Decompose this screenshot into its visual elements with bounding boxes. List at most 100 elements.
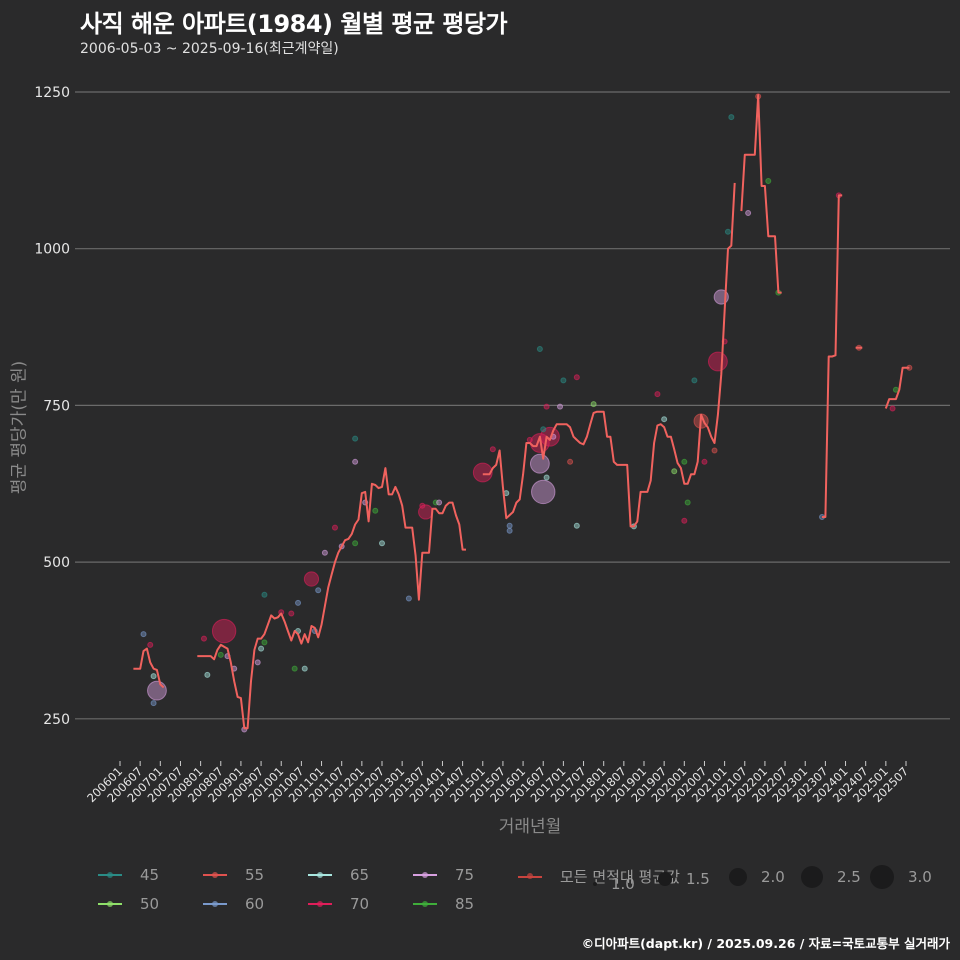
size-circle-icon (593, 882, 597, 886)
average-line (133, 94, 910, 730)
scatter-point-50 (671, 468, 678, 475)
legend-label: 55 (245, 866, 265, 884)
scatter-point-75 (147, 680, 167, 701)
legend-label: 70 (350, 895, 370, 913)
size-circle-icon (658, 872, 672, 886)
scatter-point-45 (536, 345, 543, 352)
scatter-point-70 (200, 635, 207, 642)
average-line-segment (133, 647, 165, 689)
legend-line-key-icon (308, 900, 332, 907)
scatter-point-70 (418, 504, 434, 520)
legend-label: 75 (455, 866, 475, 884)
legend-line-key-icon (98, 871, 122, 878)
scatter-point-85 (352, 540, 359, 547)
average-line-segment (482, 182, 736, 528)
scatter-point-65 (543, 474, 550, 481)
chart-plot-area: 250 500 750 1000 1250 2006012006072007012007… (34, 85, 950, 805)
x-axis-ticks: 2006012006072007012007072008012008072009… (84, 761, 911, 805)
average-line-segment (884, 366, 910, 409)
legend-item-70: 70 (308, 895, 369, 913)
legend-line-key-icon (203, 871, 227, 878)
scatter-point-65 (661, 416, 668, 423)
scatter-point-45 (540, 426, 547, 433)
scatter-point-60 (315, 587, 322, 594)
scatter-point-65 (258, 645, 265, 652)
legend-line-key-icon (203, 900, 227, 907)
size-legend-label: 1.0 (611, 875, 635, 893)
scatter-point-70 (701, 458, 708, 465)
scatter-point-70 (573, 374, 580, 381)
legend-label: 60 (245, 895, 265, 913)
legend-item-45: 45 (98, 866, 159, 884)
scatter-point-60 (295, 599, 302, 606)
scatter-point-85 (765, 178, 772, 185)
scatter-point-65 (301, 665, 308, 672)
scatter-point-65 (573, 522, 580, 529)
scatter-point-75 (531, 479, 556, 505)
scatter-point-60 (506, 522, 513, 529)
size-legend-item: 2.0 (729, 868, 785, 886)
scatter-point-75 (745, 209, 752, 216)
legend-item-55: 55 (203, 866, 264, 884)
y-axis-ticks: 250 500 750 1000 1250 (34, 85, 70, 728)
y-tick-label: 1000 (34, 242, 70, 258)
scatter-point-70 (147, 641, 154, 648)
scatter-point-70 (211, 618, 237, 644)
scatter-point-70 (331, 524, 338, 531)
legend-line-key-icon (308, 871, 332, 878)
legend-line-key-icon (98, 900, 122, 907)
scatter-point-70 (654, 391, 661, 398)
scatter-point-60 (140, 631, 147, 638)
size-legend-item: 2.5 (801, 866, 861, 888)
size-legend-label: 1.5 (686, 870, 710, 888)
scatter-point-60 (506, 527, 513, 534)
size-circle-icon (801, 866, 823, 888)
scatter-point-45 (261, 591, 268, 598)
scatter-point-70 (472, 462, 493, 483)
legend-item-85: 85 (413, 895, 474, 913)
scatter-point-70 (489, 446, 496, 453)
scatter-point-85 (684, 499, 691, 506)
size-legend-label: 2.0 (761, 868, 785, 886)
size-circle-icon (729, 868, 747, 886)
scatter-point-75 (352, 458, 359, 465)
legend-item-75: 75 (413, 866, 474, 884)
scatter-point-45 (560, 377, 567, 384)
scatter-point-45 (691, 377, 698, 384)
scatter-point-60 (405, 595, 412, 602)
legend-label: 45 (140, 866, 160, 884)
scatter-point-55 (711, 447, 718, 454)
scatter-point-75 (254, 659, 261, 666)
y-tick-label: 750 (43, 398, 70, 414)
y-gridlines (75, 91, 950, 720)
scatter-point-70 (543, 403, 550, 410)
footer-credit: ©디아파트(dapt.kr) / 2025.09.26 / 자료=국토교통부 실… (581, 936, 950, 951)
scatter-point-70 (707, 351, 728, 372)
legend-item-50: 50 (98, 895, 159, 913)
scatter-point-85 (291, 665, 298, 672)
legend-item-60: 60 (203, 895, 264, 913)
scatter-point-85 (217, 651, 224, 658)
scatter-point-65 (150, 673, 157, 680)
scatter-point-65 (204, 671, 211, 678)
average-line-segment (740, 94, 782, 294)
scatter-point-75 (529, 453, 550, 474)
legend-line-key-icon (518, 873, 542, 879)
scatter-point-45 (724, 228, 731, 235)
size-legend-label: 2.5 (837, 868, 861, 886)
legend-label: 50 (140, 895, 160, 913)
scatter-point-60 (150, 700, 157, 707)
scatter-point-70 (288, 610, 295, 617)
legend-item-모든 면적대 평균값: 모든 면적대 평균값 (518, 866, 680, 887)
size-legend-item: 3.0 (870, 865, 932, 889)
chart-title: 사직 해운 아파트(1984) 월별 평균 평당가 (80, 10, 508, 38)
x-axis-label: 거래년월 (498, 817, 562, 837)
size-legend-item: 1.5 (658, 870, 710, 888)
size-circle-icon (870, 865, 894, 889)
legend-line-key-icon (413, 871, 437, 878)
scatter-point-65 (379, 540, 385, 547)
scatter-point-45 (728, 114, 735, 121)
scatter-point-70 (889, 405, 896, 412)
y-axis-label: 평균 평당가(만 원) (9, 360, 30, 495)
legend-label: 65 (350, 866, 370, 884)
